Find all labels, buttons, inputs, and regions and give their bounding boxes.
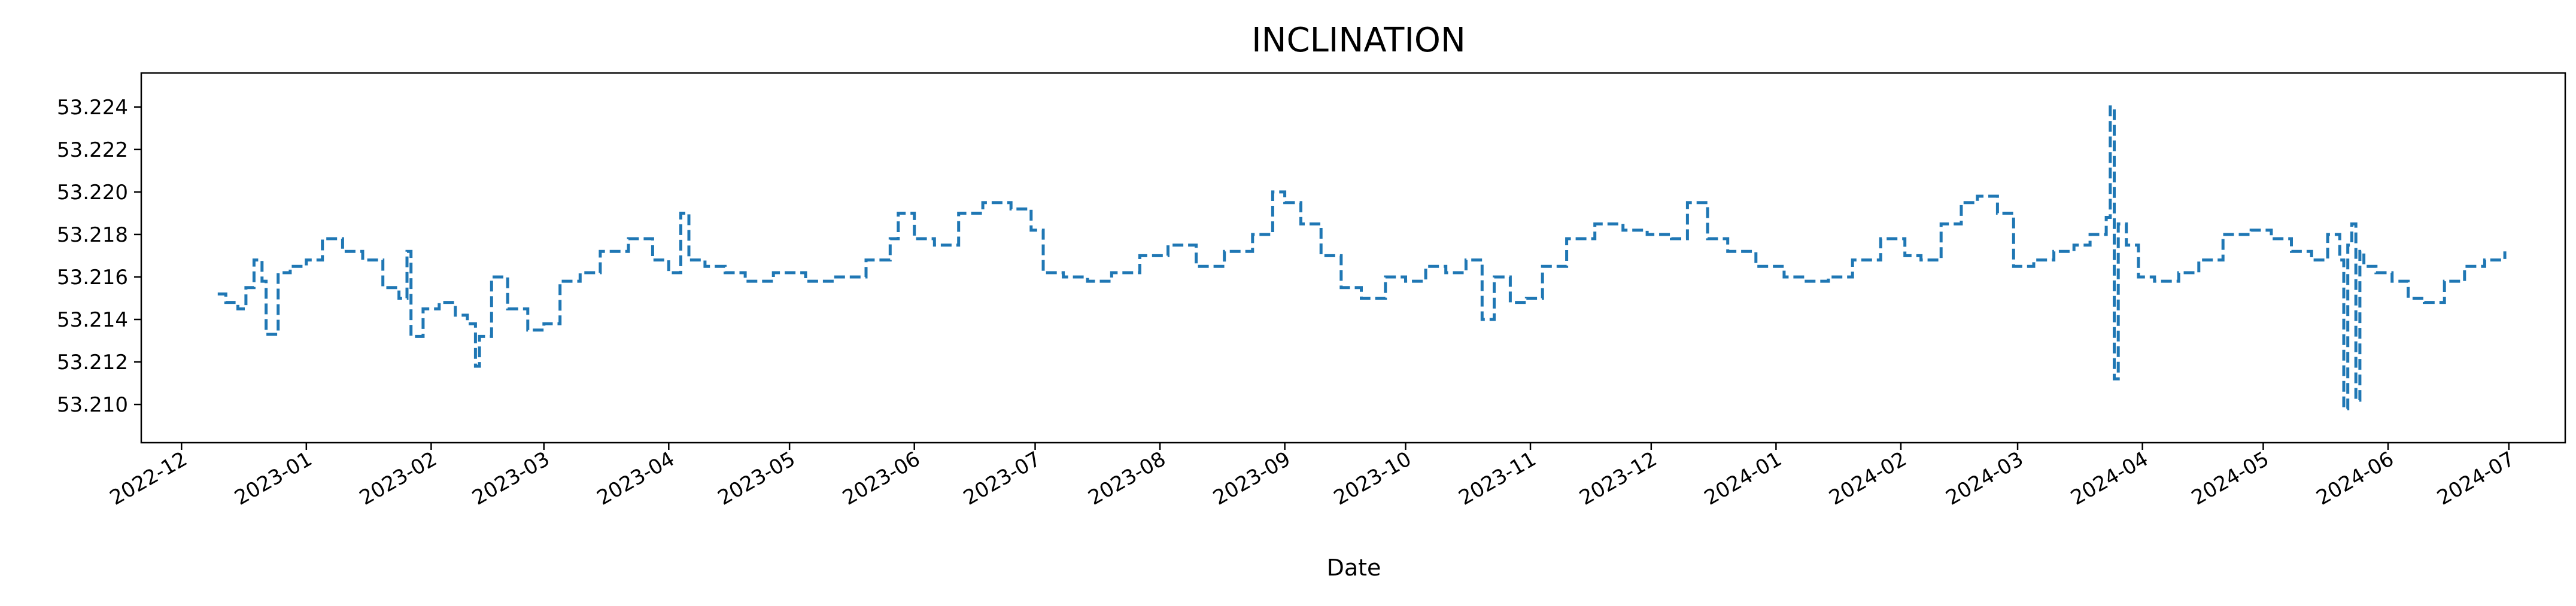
- y-tick-label: 53.224: [57, 96, 128, 120]
- x-tick-label: 2024-04: [2067, 447, 2152, 510]
- x-tick-label: 2023-07: [959, 447, 1045, 510]
- x-tick-label: 2023-03: [468, 447, 554, 510]
- y-axis: 53.210 53.212 53.214 53.216 53.218 53.220 53.2…: [57, 96, 141, 417]
- x-tick-label: 2024-03: [1942, 447, 2028, 510]
- y-tick-label: 53.210: [57, 393, 128, 417]
- y-tick-label: 53.216: [57, 266, 128, 290]
- x-tick-label: 2023-10: [1330, 447, 1415, 510]
- x-tick-label: 2023-08: [1085, 447, 1170, 510]
- x-tick-label: 2024-05: [2188, 447, 2273, 510]
- y-tick-label: 53.214: [57, 308, 128, 332]
- x-tick-label: 2023-12: [1575, 447, 1661, 510]
- x-tick-label: 2023-05: [714, 447, 800, 510]
- x-tick-label: 2024-02: [1825, 447, 1910, 510]
- x-axis: 2022-12 2023-01 2023-02 2023-03 2023-04 2023-…: [106, 443, 2519, 510]
- plot-frame: [140, 72, 2566, 444]
- x-tick-label: 2023-02: [356, 447, 441, 510]
- x-tick-label: 2023-11: [1454, 447, 1540, 510]
- y-tick-label: 53.218: [57, 223, 128, 247]
- y-tick-label: 53.220: [57, 181, 128, 205]
- x-tick-label: 2024-07: [2433, 447, 2519, 510]
- series-line-0: [217, 105, 2507, 410]
- x-tick-label: 2023-09: [1209, 447, 1295, 510]
- x-tick-label: 2024-01: [1700, 447, 1786, 510]
- x-tick-label: 2023-01: [230, 447, 316, 510]
- x-axis-label: Date: [1327, 555, 1381, 581]
- y-tick-label: 53.212: [57, 351, 128, 374]
- x-tick-label: 2023-04: [593, 447, 679, 510]
- plot-area: [140, 72, 2566, 444]
- y-tick-label: 53.222: [57, 138, 128, 162]
- x-tick-label: 2024-06: [2312, 447, 2398, 510]
- x-tick-label: 2023-06: [839, 447, 924, 510]
- chart-title: INCLINATION: [1251, 21, 1466, 60]
- x-tick-label: 2022-12: [106, 447, 192, 510]
